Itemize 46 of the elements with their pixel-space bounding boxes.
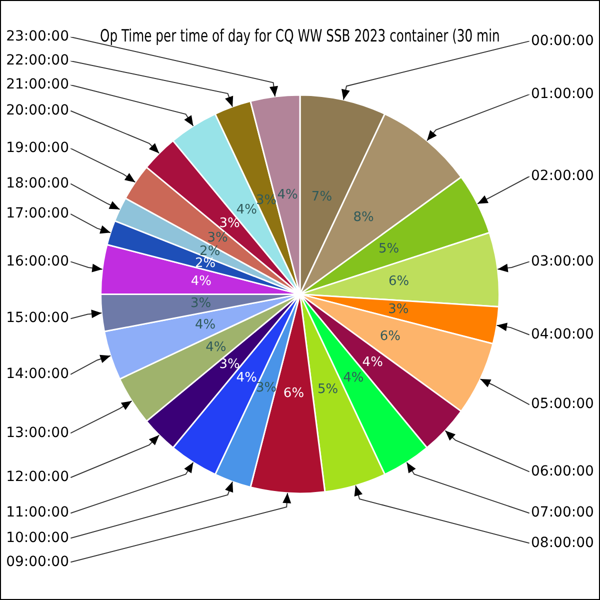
data-label: 4%	[362, 354, 383, 370]
data-label: 3%	[219, 216, 240, 232]
data-label: 4%	[206, 340, 226, 355]
slice-label: 16:00:00	[6, 253, 69, 270]
data-label: 4%	[194, 317, 216, 332]
data-label: 6%	[388, 274, 410, 290]
slice-label: 03:00:00	[531, 253, 594, 270]
slice-label: 06:00:00	[531, 463, 594, 480]
slice-label: 21:00:00	[6, 76, 69, 93]
slice-label: 08:00:00	[531, 534, 594, 551]
slice-label: 12:00:00	[6, 469, 69, 486]
slice-label: 11:00:00	[6, 504, 69, 521]
data-label: 4%	[343, 370, 364, 386]
data-label: 3%	[219, 357, 240, 372]
data-label: 3%	[190, 296, 212, 311]
data-label: 4%	[277, 188, 298, 203]
slice-label: 00:00:00	[531, 32, 594, 49]
slice-label: 09:00:00	[6, 554, 69, 570]
slice-label: 22:00:00	[6, 52, 69, 69]
slice-label: 17:00:00	[6, 206, 69, 222]
data-label: 3%	[388, 302, 409, 318]
slice-label: 23:00:00	[6, 28, 69, 45]
slice-label: 14:00:00	[6, 366, 69, 382]
slice-label: 01:00:00	[531, 86, 594, 102]
slice-label: 19:00:00	[6, 140, 69, 156]
data-label: 3%	[207, 230, 228, 246]
data-label: 7%	[311, 189, 332, 204]
slice-label: 05:00:00	[531, 396, 594, 412]
data-label: 4%	[236, 370, 257, 386]
slice-label: 07:00:00	[531, 504, 594, 521]
chart-title: Op Time per time of day for CQ WW SSB 2023 container (30 min	[100, 26, 500, 46]
data-label: 4%	[236, 202, 257, 218]
slice-label: 20:00:00	[6, 102, 69, 119]
data-label: 4%	[190, 274, 212, 290]
data-label: 6%	[380, 328, 400, 344]
slice-label: 18:00:00	[6, 175, 69, 192]
slice-label: 15:00:00	[6, 310, 69, 326]
data-label: 8%	[353, 210, 374, 225]
slice-label: 04:00:00	[531, 326, 594, 342]
data-label: 5%	[378, 241, 400, 256]
data-label: 6%	[283, 386, 304, 402]
slice-label: 02:00:00	[531, 168, 594, 184]
slice-label: 13:00:00	[6, 424, 69, 441]
data-label: 2%	[194, 256, 216, 271]
slice-label: 10:00:00	[6, 530, 69, 546]
data-label: 5%	[317, 382, 338, 398]
